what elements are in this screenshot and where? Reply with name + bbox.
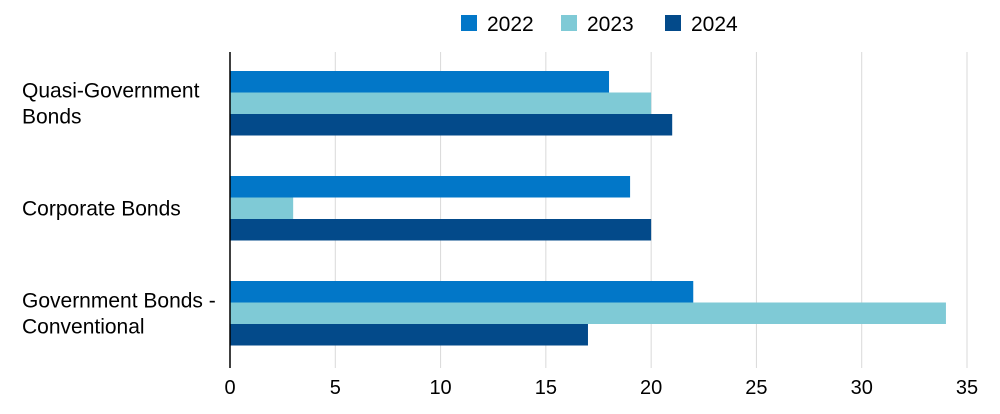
legend: 2022 2023 2024 [461,13,738,36]
x-tick-label: 0 [224,377,235,399]
labels: 0 5 10 15 20 25 30 35 Quasi-Government Bonds Corpo… [22,79,978,399]
x-tick-label: 25 [745,377,767,399]
category-label: Conventional [22,315,145,338]
x-tick-label: 35 [956,377,978,399]
category-label: Corporate Bonds [22,197,181,220]
bars [230,71,946,346]
category-label: Bonds [22,105,82,128]
category-label: Government Bonds - [22,289,216,312]
bar-2024-2 [230,324,588,346]
legend-label-2024: 2024 [691,13,738,36]
legend-swatch-2024 [665,15,681,31]
x-tick-label: 20 [640,377,662,399]
x-tick-label: 10 [429,377,451,399]
bar-2023-0 [230,92,652,114]
legend-label-2022: 2022 [487,13,534,36]
bar-2023-2 [230,302,946,324]
bar-2022-0 [230,71,610,93]
legend-label-2023: 2023 [587,13,634,36]
legend-swatch-2022 [461,15,477,31]
bar-2022-1 [230,176,631,198]
bar-2023-1 [230,197,294,219]
bar-2024-1 [230,219,652,241]
bar-2024-0 [230,114,673,136]
x-tick-label: 5 [330,377,341,399]
legend-swatch-2023 [561,15,577,31]
x-tick-label: 30 [851,377,873,399]
category-label: Quasi-Government [22,79,200,102]
bar-2022-2 [230,281,694,303]
x-tick-label: 15 [535,377,557,399]
